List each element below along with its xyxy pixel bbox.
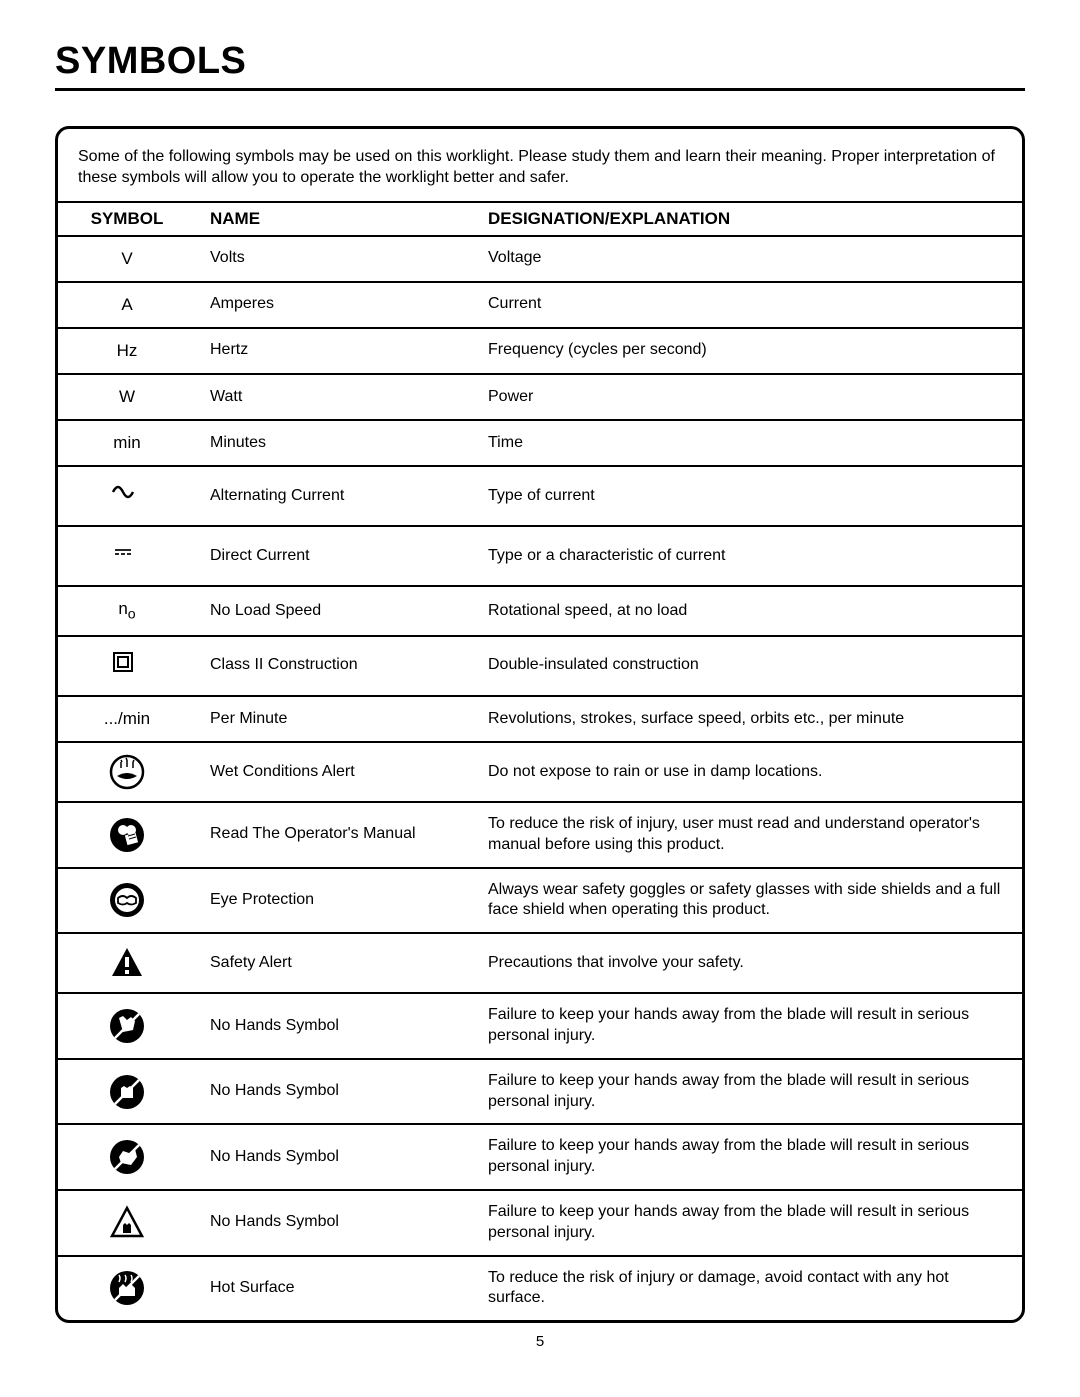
name-cell: No Hands Symbol <box>196 1059 474 1125</box>
table-header-row: SYMBOL NAME DESIGNATION/EXPLANATION <box>58 202 1022 236</box>
name-cell: Hertz <box>196 328 474 374</box>
symbol-cell: .../min <box>58 696 196 742</box>
symbol-cell: no <box>58 586 196 636</box>
name-cell: Read The Operator's Manual <box>196 802 474 868</box>
explanation-cell: Do not expose to rain or use in damp loc… <box>474 742 1022 802</box>
header-name: NAME <box>196 202 474 236</box>
header-explanation: DESIGNATION/EXPLANATION <box>474 202 1022 236</box>
eye-protection-icon <box>109 882 145 918</box>
header-symbol: SYMBOL <box>58 202 196 236</box>
name-cell: Per Minute <box>196 696 474 742</box>
explanation-cell: Frequency (cycles per second) <box>474 328 1022 374</box>
name-cell: Direct Current <box>196 526 474 586</box>
symbol-cell <box>58 933 196 993</box>
table-row: WWattPower <box>58 374 1022 420</box>
ac-wave-icon <box>109 478 145 514</box>
explanation-cell: Always wear safety goggles or safety gla… <box>474 868 1022 934</box>
symbol-cell: min <box>58 420 196 466</box>
explanation-cell: Failure to keep your hands away from the… <box>474 1059 1022 1125</box>
explanation-cell: Double-insulated construction <box>474 636 1022 696</box>
explanation-cell: Voltage <box>474 236 1022 282</box>
explanation-cell: Time <box>474 420 1022 466</box>
name-cell: Safety Alert <box>196 933 474 993</box>
class2-icon <box>109 648 145 684</box>
table-row: minMinutesTime <box>58 420 1022 466</box>
symbols-box: Some of the following symbols may be use… <box>55 126 1025 1323</box>
symbol-cell: W <box>58 374 196 420</box>
symbol-cell <box>58 1190 196 1256</box>
name-cell: No Hands Symbol <box>196 1124 474 1190</box>
symbol-cell: Hz <box>58 328 196 374</box>
explanation-cell: Failure to keep your hands away from the… <box>474 1124 1022 1190</box>
name-cell: Watt <box>196 374 474 420</box>
read-manual-icon <box>109 817 145 853</box>
explanation-cell: Type or a characteristic of current <box>474 526 1022 586</box>
hot-surface-icon <box>109 1270 145 1306</box>
name-cell: Alternating Current <box>196 466 474 526</box>
no-hands-tri-icon <box>109 1205 145 1241</box>
table-row: No Hands SymbolFailure to keep your hand… <box>58 1124 1022 1190</box>
name-cell: No Hands Symbol <box>196 993 474 1059</box>
table-row: Read The Operator's ManualTo reduce the … <box>58 802 1022 868</box>
explanation-cell: Failure to keep your hands away from the… <box>474 1190 1022 1256</box>
name-cell: Volts <box>196 236 474 282</box>
page-container: SYMBOLS Some of the following symbols ma… <box>0 0 1080 1370</box>
explanation-cell: Type of current <box>474 466 1022 526</box>
table-row: No Hands SymbolFailure to keep your hand… <box>58 1059 1022 1125</box>
explanation-cell: Precautions that involve your safety. <box>474 933 1022 993</box>
name-cell: No Hands Symbol <box>196 1190 474 1256</box>
table-row: Class II ConstructionDouble-insulated co… <box>58 636 1022 696</box>
explanation-cell: Failure to keep your hands away from the… <box>474 993 1022 1059</box>
symbol-text-icon: no <box>118 599 135 618</box>
name-cell: No Load Speed <box>196 586 474 636</box>
table-row: HzHertzFrequency (cycles per second) <box>58 328 1022 374</box>
name-cell: Minutes <box>196 420 474 466</box>
table-row: .../minPer MinuteRevolutions, strokes, s… <box>58 696 1022 742</box>
table-row: no No Load SpeedRotational speed, at no l… <box>58 586 1022 636</box>
table-row: No Hands SymbolFailure to keep your hand… <box>58 993 1022 1059</box>
table-row: Hot SurfaceTo reduce the risk of injury … <box>58 1256 1022 1321</box>
table-row: Safety AlertPrecautions that involve you… <box>58 933 1022 993</box>
explanation-cell: To reduce the risk of injury, user must … <box>474 802 1022 868</box>
table-row: Wet Conditions AlertDo not expose to rai… <box>58 742 1022 802</box>
symbol-cell <box>58 1059 196 1125</box>
name-cell: Amperes <box>196 282 474 328</box>
page-title: SYMBOLS <box>55 40 1025 91</box>
symbol-cell <box>58 1256 196 1321</box>
symbols-table: SYMBOL NAME DESIGNATION/EXPLANATION VVol… <box>58 201 1022 1321</box>
symbol-cell <box>58 1124 196 1190</box>
intro-text: Some of the following symbols may be use… <box>58 147 1022 201</box>
symbol-cell <box>58 466 196 526</box>
name-cell: Eye Protection <box>196 868 474 934</box>
no-hands-2-icon <box>109 1074 145 1110</box>
symbol-cell <box>58 993 196 1059</box>
no-hands-3-icon <box>109 1139 145 1175</box>
table-row: Alternating CurrentType of current <box>58 466 1022 526</box>
symbol-cell <box>58 742 196 802</box>
table-row: No Hands SymbolFailure to keep your hand… <box>58 1190 1022 1256</box>
explanation-cell: To reduce the risk of injury or damage, … <box>474 1256 1022 1321</box>
no-hands-1-icon <box>109 1008 145 1044</box>
table-row: Eye ProtectionAlways wear safety goggles… <box>58 868 1022 934</box>
safety-alert-icon <box>109 945 145 981</box>
symbol-cell <box>58 636 196 696</box>
symbol-cell: V <box>58 236 196 282</box>
explanation-cell: Current <box>474 282 1022 328</box>
symbol-cell <box>58 868 196 934</box>
symbol-cell <box>58 526 196 586</box>
page-number: 5 <box>55 1333 1025 1350</box>
symbol-cell: A <box>58 282 196 328</box>
dc-line-icon <box>109 538 145 574</box>
explanation-cell: Power <box>474 374 1022 420</box>
table-row: AAmperesCurrent <box>58 282 1022 328</box>
wet-alert-icon <box>109 754 145 790</box>
name-cell: Class II Construction <box>196 636 474 696</box>
explanation-cell: Revolutions, strokes, surface speed, orb… <box>474 696 1022 742</box>
table-row: Direct CurrentType or a characteristic o… <box>58 526 1022 586</box>
table-row: VVoltsVoltage <box>58 236 1022 282</box>
name-cell: Wet Conditions Alert <box>196 742 474 802</box>
name-cell: Hot Surface <box>196 1256 474 1321</box>
symbol-cell <box>58 802 196 868</box>
explanation-cell: Rotational speed, at no load <box>474 586 1022 636</box>
